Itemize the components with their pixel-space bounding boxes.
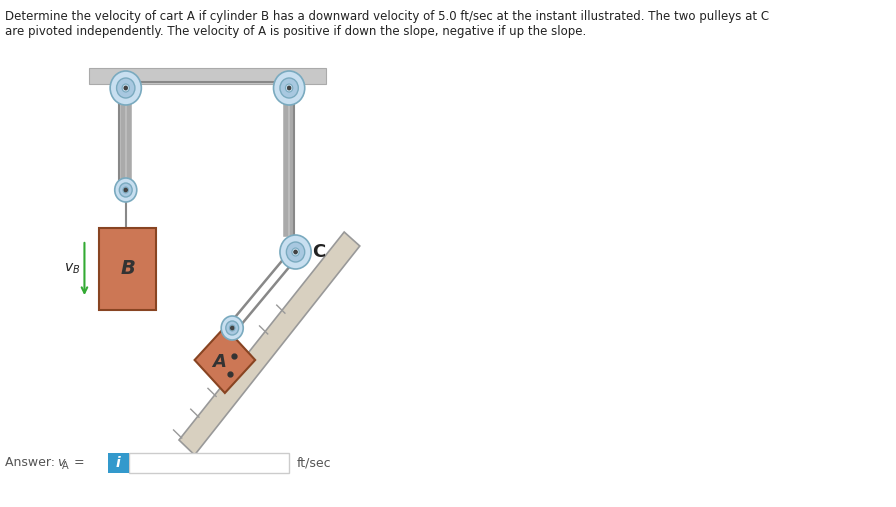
Circle shape (288, 86, 291, 90)
Circle shape (226, 321, 238, 335)
Circle shape (119, 183, 133, 197)
Circle shape (294, 250, 297, 254)
Circle shape (280, 235, 311, 269)
Text: C: C (312, 243, 325, 261)
Circle shape (124, 86, 127, 90)
Circle shape (273, 71, 305, 105)
Text: B: B (120, 260, 135, 278)
Polygon shape (194, 327, 255, 393)
Text: Answer:: Answer: (4, 456, 58, 469)
Circle shape (230, 326, 234, 330)
Text: i: i (116, 456, 121, 470)
Text: A: A (212, 353, 227, 371)
Circle shape (122, 84, 129, 92)
Circle shape (292, 248, 299, 256)
Bar (99, 228, 156, 310)
Bar (108, 453, 128, 473)
Text: =: = (70, 456, 84, 469)
Bar (128, 453, 289, 473)
Circle shape (280, 78, 298, 98)
Text: ft/sec: ft/sec (297, 456, 332, 469)
Text: are pivoted independently. The velocity of A is positive if down the slope, nega: are pivoted independently. The velocity … (4, 25, 586, 38)
Circle shape (124, 188, 127, 192)
Circle shape (116, 78, 135, 98)
Circle shape (115, 178, 137, 202)
Polygon shape (179, 232, 360, 455)
Text: $v_B$: $v_B$ (65, 262, 81, 276)
Circle shape (221, 316, 243, 340)
Circle shape (287, 242, 305, 262)
Circle shape (123, 187, 128, 193)
Text: Determine the velocity of cart A if cylinder B has a downward velocity of 5.0 ft: Determine the velocity of cart A if cyli… (4, 10, 769, 23)
Circle shape (110, 71, 142, 105)
Circle shape (286, 84, 293, 92)
Bar (89, 68, 326, 84)
Circle shape (229, 325, 235, 331)
Text: v: v (57, 456, 65, 469)
Text: A: A (63, 461, 69, 471)
